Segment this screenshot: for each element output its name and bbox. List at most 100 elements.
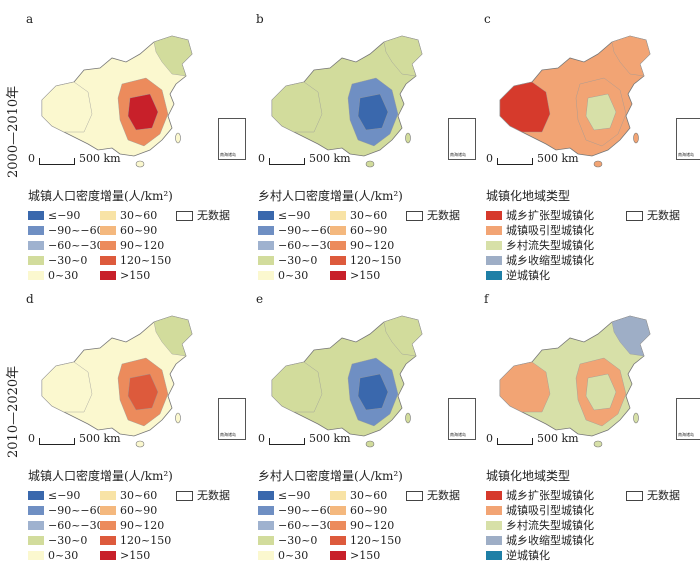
legend-item-no-data: 无数据 xyxy=(406,488,460,503)
legend-item: −90~−60 xyxy=(28,503,104,518)
map-region-hainan xyxy=(593,440,603,448)
legend-swatch xyxy=(100,491,116,500)
legend-swatch xyxy=(258,256,274,265)
legend-item: 30~60 xyxy=(330,208,401,223)
legend-swatch xyxy=(100,551,116,560)
legend-label: 城镇吸引型城镇化 xyxy=(506,503,594,517)
legend-column: 30~60 60~90 90~120 120~150 >150 xyxy=(100,208,171,283)
map-region-northeast xyxy=(611,35,651,77)
legend-label: ≤−90 xyxy=(48,488,81,502)
scale-label: 500 km xyxy=(79,432,121,445)
legend-label: 60~90 xyxy=(350,223,388,237)
map-region-taiwan xyxy=(405,132,411,144)
map-region-northeast xyxy=(153,35,193,77)
legend-swatch xyxy=(330,271,346,280)
legend-item: 乡村流失型城镇化 xyxy=(486,518,594,533)
map-region-west xyxy=(499,361,551,413)
legend-label: 90~120 xyxy=(350,238,395,252)
legend-swatch xyxy=(486,271,502,280)
legend-title: 乡村人口密度增量(人/km²) xyxy=(258,189,403,203)
legend-swatch xyxy=(486,226,502,235)
legend-item: 0~30 xyxy=(258,548,334,563)
legend-label: 60~90 xyxy=(120,223,158,237)
legend-label: 城乡收缩型城镇化 xyxy=(506,533,594,547)
south-china-sea-inset: 南海诸岛 xyxy=(676,118,700,160)
map-panel-b: b 南海诸岛 0 500 km 乡村人口密度增量(人/km²) ≤−90 −90~−60 −6… xyxy=(252,10,477,283)
china-map xyxy=(499,315,651,448)
legend-swatch xyxy=(100,256,116,265)
legend-item: >150 xyxy=(330,548,401,563)
legend-item: 城乡扩张型城镇化 xyxy=(486,488,594,503)
legend-label: 0~30 xyxy=(48,268,79,282)
legend-label: 30~60 xyxy=(350,208,388,222)
scale-bar: 0 500 km xyxy=(28,152,121,165)
map-region-taiwan xyxy=(405,412,411,424)
map-region-taiwan xyxy=(633,132,639,144)
scale-zero: 0 xyxy=(486,432,493,445)
legend-label: 90~120 xyxy=(120,238,165,252)
legend-label: −30~0 xyxy=(278,533,318,547)
legend-item: −60~−30 xyxy=(28,238,104,253)
map-panel-f: f 南海诸岛 0 500 km 城镇化地域类型 城乡扩张型城镇化 城镇吸引型城镇化 乡村流失型… xyxy=(480,290,700,562)
legend-item: 120~150 xyxy=(100,533,171,548)
legend-item: 120~150 xyxy=(100,253,171,268)
legend-item: 60~90 xyxy=(330,503,401,518)
legend-label: −60~−30 xyxy=(48,238,104,252)
map-region-hainan xyxy=(365,440,375,448)
scale-bar-line xyxy=(269,158,305,165)
legend-swatch xyxy=(486,241,502,250)
legend-item: 90~120 xyxy=(100,238,171,253)
legend-item: 90~120 xyxy=(330,518,401,533)
legend-swatch xyxy=(626,210,643,221)
legend-label: 逆城镇化 xyxy=(506,548,550,562)
map-region-northeast xyxy=(611,315,651,357)
legend-item: 60~90 xyxy=(100,223,171,238)
legend-label: 120~150 xyxy=(120,253,172,267)
panel-letter: d xyxy=(26,292,34,306)
legend-label: 90~120 xyxy=(120,518,165,532)
legend-column: ≤−90 −90~−60 −60~−30 −30~0 0~30 xyxy=(258,488,334,563)
legend-label: 无数据 xyxy=(427,488,460,502)
inset-label: 南海诸岛 xyxy=(220,432,236,437)
legend-column: 无数据 xyxy=(626,488,680,503)
legend-item: −30~0 xyxy=(258,253,334,268)
legend-item: >150 xyxy=(100,268,171,283)
legend-label: >150 xyxy=(120,548,151,562)
legend-label: ≤−90 xyxy=(278,208,311,222)
legend-item: ≤−90 xyxy=(28,208,104,223)
legend-swatch xyxy=(258,491,274,500)
scale-bar: 0 500 km xyxy=(258,432,351,445)
legend-label: ≤−90 xyxy=(48,208,81,222)
south-china-sea-inset: 南海诸岛 xyxy=(218,398,246,440)
scale-zero: 0 xyxy=(28,432,35,445)
legend-label: −90~−60 xyxy=(278,223,334,237)
legend-column: 无数据 xyxy=(626,208,680,223)
scale-label: 500 km xyxy=(537,432,579,445)
legend-label: 30~60 xyxy=(350,488,388,502)
legend-label: 城乡收缩型城镇化 xyxy=(506,253,594,267)
south-china-sea-inset: 南海诸岛 xyxy=(448,398,476,440)
map-region-west xyxy=(499,81,551,133)
inset-label: 南海诸岛 xyxy=(678,152,694,157)
legend-swatch xyxy=(100,536,116,545)
legend-swatch xyxy=(28,536,44,545)
panel-letter: e xyxy=(256,292,264,306)
legend-label: 无数据 xyxy=(197,208,230,222)
legend-swatch xyxy=(258,271,274,280)
legend-label: 无数据 xyxy=(647,488,680,502)
scale-label: 500 km xyxy=(309,432,351,445)
legend-swatch xyxy=(28,241,44,250)
legend-item: 0~30 xyxy=(28,548,104,563)
legend-label: −30~0 xyxy=(48,253,88,267)
legend-swatch xyxy=(28,491,44,500)
legend-label: 乡村流失型城镇化 xyxy=(506,518,594,532)
map-region-northeast xyxy=(383,35,423,77)
legend-label: 0~30 xyxy=(278,548,309,562)
legend-swatch xyxy=(486,211,502,220)
legend-item: 城镇吸引型城镇化 xyxy=(486,503,594,518)
legend-item: 0~30 xyxy=(28,268,104,283)
inset-label: 南海诸岛 xyxy=(220,152,236,157)
panel-letter: a xyxy=(26,12,34,26)
legend-item: −30~0 xyxy=(28,253,104,268)
legend-column: ≤−90 −90~−60 −60~−30 −30~0 0~30 xyxy=(258,208,334,283)
